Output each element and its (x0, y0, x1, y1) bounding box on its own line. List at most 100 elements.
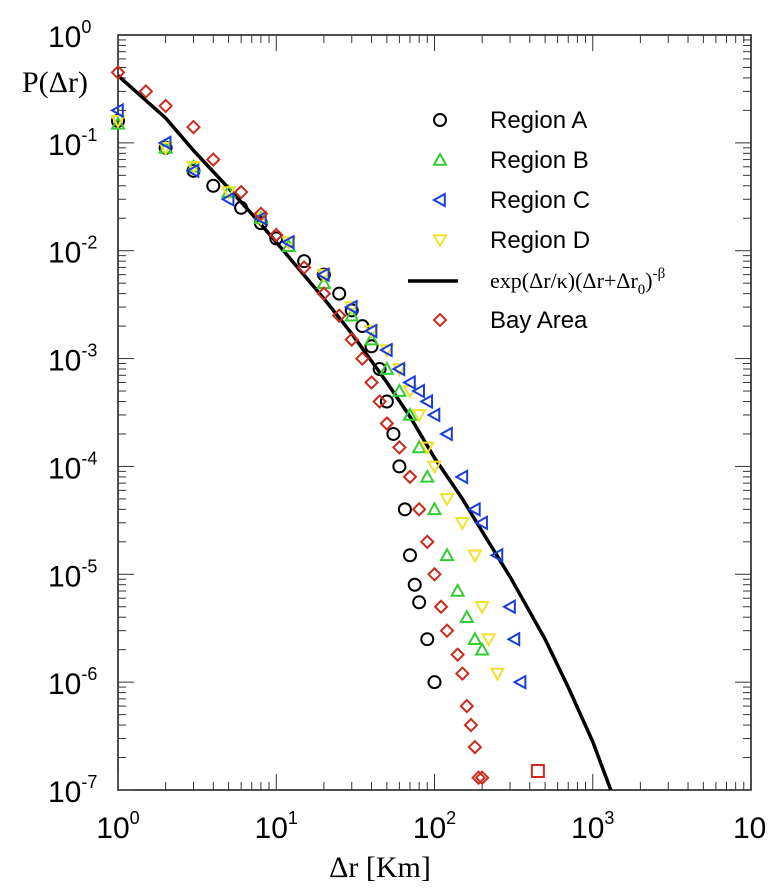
data-point (372, 362, 387, 377)
data-point (474, 515, 488, 531)
data-point (379, 360, 395, 375)
legend-marker (433, 113, 447, 127)
data-point (489, 547, 504, 563)
data-point (454, 517, 471, 531)
data-point (480, 633, 497, 648)
data-point (474, 770, 490, 786)
y-tick-exponent: -6 (81, 664, 97, 684)
data-point (109, 102, 124, 119)
y-tick-exponent: -7 (81, 772, 97, 792)
data-points (109, 64, 545, 786)
data-point (158, 98, 174, 114)
series-region-c (109, 102, 527, 690)
data-point (433, 599, 449, 615)
data-point (268, 227, 284, 243)
data-point (438, 426, 453, 442)
x-tick-exponent: 2 (446, 808, 456, 828)
data-point (411, 383, 425, 399)
y-tick-label: 10-7 (48, 772, 97, 809)
data-point (439, 547, 455, 562)
data-point (379, 416, 395, 431)
data-point (297, 254, 312, 269)
legend-label: Bay Area (490, 307, 588, 334)
data-point (110, 115, 126, 129)
data-point (316, 286, 332, 302)
legend-label: Region B (490, 147, 589, 174)
data-point (474, 600, 490, 615)
x-axis-title: Δr [Km] (329, 851, 431, 884)
data-point (206, 178, 221, 193)
data-point (296, 260, 312, 275)
data-point (234, 200, 249, 215)
data-point (391, 382, 408, 397)
data-point (157, 135, 172, 151)
data-point (530, 764, 545, 779)
data-point (454, 469, 469, 485)
data-point (459, 609, 475, 624)
data-point (449, 582, 466, 597)
data-point (344, 332, 360, 347)
data-point (391, 361, 406, 377)
legend-paren: ) (645, 268, 652, 293)
data-point (378, 342, 393, 358)
series-region-a (111, 113, 442, 690)
data-point (386, 426, 401, 441)
tick-marks (117, 35, 751, 791)
legend-marker (432, 234, 448, 249)
x-tick-label: 103 (571, 808, 614, 845)
data-point (426, 460, 443, 475)
data-point (391, 440, 407, 455)
data-point (471, 770, 487, 786)
data-point (439, 623, 455, 639)
y-tick-exponent: -3 (81, 341, 97, 361)
data-point (466, 501, 481, 518)
y-tick-label: 10-2 (48, 233, 97, 270)
x-tick-exponent: 0 (130, 808, 140, 828)
x-tick-label: 101 (255, 808, 298, 845)
data-point (402, 548, 417, 563)
y-tick-label: 10-6 (48, 664, 97, 701)
y-tick-exponent: -1 (81, 125, 97, 145)
data-point (426, 407, 441, 423)
data-point (315, 266, 330, 283)
data-point (363, 323, 378, 339)
data-point (407, 577, 422, 592)
x-tick-exponent: 3 (604, 808, 614, 828)
data-point (454, 666, 470, 682)
legend-marker (431, 192, 446, 208)
series-region-b (110, 115, 490, 656)
y-axis-title: P(Δr) (22, 66, 88, 99)
data-point (379, 394, 394, 409)
data-point (363, 331, 380, 346)
y-tick-label: 100 (48, 17, 91, 54)
data-point (411, 439, 427, 454)
data-point (233, 184, 249, 200)
y-tick-label: 10-1 (48, 125, 97, 162)
legend-label: exp(Δr/κ)(Δr+Δr0)-β (490, 266, 665, 298)
data-point (463, 717, 479, 733)
data-point (110, 64, 126, 80)
data-point (220, 186, 237, 201)
data-point (489, 667, 506, 682)
data-point (411, 409, 427, 424)
y-tick-exponent: 0 (81, 17, 91, 37)
data-point (332, 286, 347, 301)
data-point (427, 566, 442, 582)
data-point (420, 632, 435, 647)
series-extra (530, 764, 545, 779)
legend-superscript: -β (653, 266, 666, 282)
data-point (138, 83, 154, 99)
x-tick-label: 100 (96, 808, 139, 845)
data-point (411, 501, 427, 517)
legend-label: Region A (490, 107, 587, 134)
data-point (253, 206, 269, 222)
data-point (185, 160, 202, 175)
data-point (281, 238, 297, 253)
legend-marker (432, 312, 448, 328)
x-tick-exponent: 1 (288, 808, 298, 828)
data-point (450, 647, 466, 663)
data-point (401, 374, 416, 391)
data-point (331, 308, 347, 324)
data-point (186, 119, 201, 135)
